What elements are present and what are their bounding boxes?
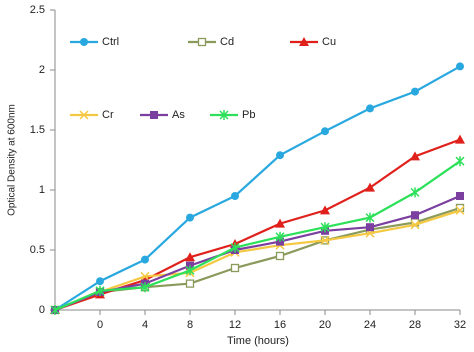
marker: [231, 192, 239, 200]
marker: [185, 252, 195, 262]
series-line: [54, 206, 461, 312]
legend-marker: [79, 110, 89, 120]
x-tick-label: 12: [229, 319, 241, 331]
legend-label: Ctrl: [102, 36, 119, 48]
marker: [50, 305, 60, 315]
marker: [410, 220, 420, 230]
x-tick-label: 16: [274, 319, 286, 331]
series-line: [54, 194, 461, 312]
marker: [275, 251, 285, 261]
y-tick-label: 2.5: [30, 4, 45, 16]
x-axis-title: Time (hours): [227, 335, 289, 347]
marker: [455, 156, 465, 167]
legend-marker: [197, 37, 207, 47]
legend: Ctrl Cd Cu Cr As Pb: [70, 36, 336, 121]
marker: [365, 182, 375, 192]
marker: [320, 205, 330, 215]
marker: [140, 282, 150, 293]
marker: [456, 192, 464, 200]
legend-label: As: [172, 109, 185, 121]
y-axis-title: Optical Density at 600nm: [7, 104, 18, 216]
marker: [275, 231, 285, 242]
marker: [365, 212, 375, 223]
marker: [455, 205, 465, 215]
x-tick-label: 8: [187, 319, 193, 331]
marker: [185, 279, 195, 288]
x-tick-label: 4: [142, 319, 148, 331]
marker: [275, 218, 285, 228]
marker: [411, 87, 419, 96]
y-tick-label: 1: [39, 184, 45, 196]
marker: [95, 285, 105, 296]
legend-marker: [150, 111, 158, 119]
marker: [366, 223, 374, 232]
marker: [96, 277, 104, 286]
y-tick-label: 1.5: [30, 124, 45, 136]
series-line: [54, 209, 461, 312]
series-line: [54, 65, 461, 311]
marker: [186, 213, 194, 222]
y-tick-label: 2: [39, 64, 45, 76]
legend-label: Pb: [242, 109, 255, 121]
legend-marker: [80, 38, 88, 46]
y-tick-label: 0: [39, 304, 45, 316]
marker: [455, 134, 465, 144]
series-line: [54, 160, 461, 312]
legend-marker: [219, 110, 229, 120]
marker: [276, 151, 284, 160]
x-tick-label: 20: [319, 319, 331, 331]
marker: [230, 242, 240, 253]
marker: [320, 222, 330, 233]
marker: [410, 151, 420, 161]
marker: [456, 62, 464, 71]
legend-marker: [299, 37, 309, 46]
marker: [320, 235, 330, 245]
marker: [185, 265, 195, 276]
marker: [411, 211, 419, 220]
legend-label: Cu: [322, 36, 336, 48]
marker: [366, 104, 374, 113]
marker: [140, 271, 150, 281]
x-tick-label: 24: [364, 319, 376, 331]
x-tick-label: 32: [454, 319, 466, 331]
marker: [410, 187, 420, 198]
marker: [321, 127, 329, 136]
x-tick-label: 0: [97, 319, 103, 331]
x-tick-label: 28: [409, 319, 421, 331]
legend-label: Cr: [102, 109, 114, 121]
legend-label: Cd: [220, 36, 234, 48]
y-tick-label: 0.5: [30, 244, 45, 256]
marker: [230, 263, 240, 273]
marker: [141, 255, 149, 264]
